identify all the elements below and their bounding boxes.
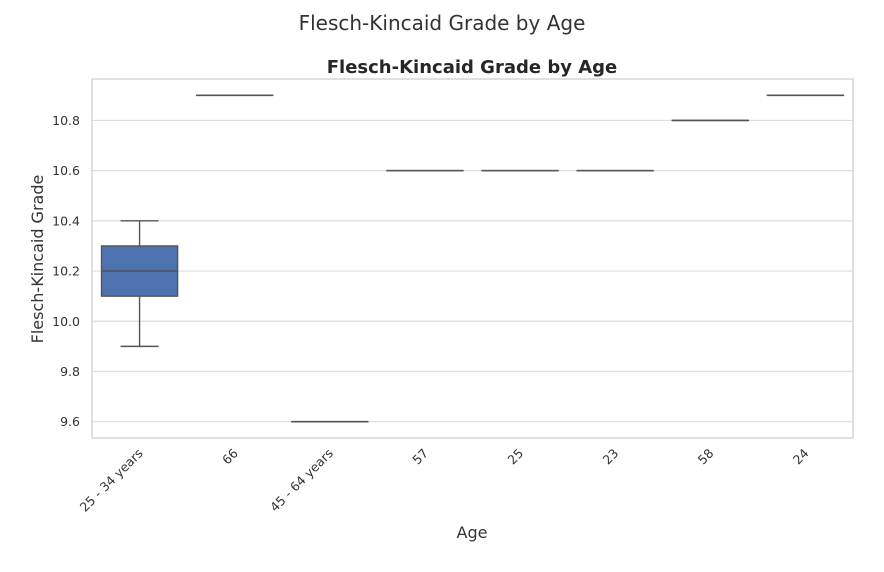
- x-tick-label: 45 - 64 years: [267, 446, 336, 515]
- x-tick-label: 24: [790, 445, 812, 467]
- chart-title: Flesch-Kincaid Grade by Age: [327, 57, 617, 78]
- x-tick-labels: 25 - 34 years 66 45 - 64 years 57 25 23 58 24: [77, 445, 812, 514]
- x-axis-label: Age: [457, 523, 488, 542]
- box-25-34years: [100, 220, 179, 348]
- y-tick-label: 10.0: [52, 314, 80, 329]
- x-tick-label: 25 - 34 years: [77, 446, 146, 515]
- y-tick-label: 10.2: [52, 264, 80, 279]
- y-tick-label: 10.8: [52, 113, 80, 128]
- x-tick-label: 66: [219, 445, 241, 467]
- x-tick-label: 23: [599, 446, 621, 468]
- x-tick-label: 58: [695, 445, 717, 467]
- plot-frame: [91, 78, 854, 439]
- y-tick-label: 9.8: [60, 364, 80, 379]
- y-tick-label: 10.6: [52, 163, 80, 178]
- y-axis-label: Flesch-Kincaid Grade: [28, 175, 47, 344]
- y-tick-label: 10.4: [52, 213, 80, 228]
- y-tick-labels: 9.6 9.8 10.0 10.2 10.4 10.6 10.8: [52, 113, 80, 429]
- x-tick-label: 25: [504, 446, 526, 468]
- boxes: [100, 94, 845, 423]
- y-tick-label: 9.6: [60, 414, 80, 429]
- grid-lines: [92, 119, 853, 423]
- figure-title: Flesch-Kincaid Grade by Age: [298, 11, 586, 35]
- x-tick-label: 57: [409, 446, 431, 468]
